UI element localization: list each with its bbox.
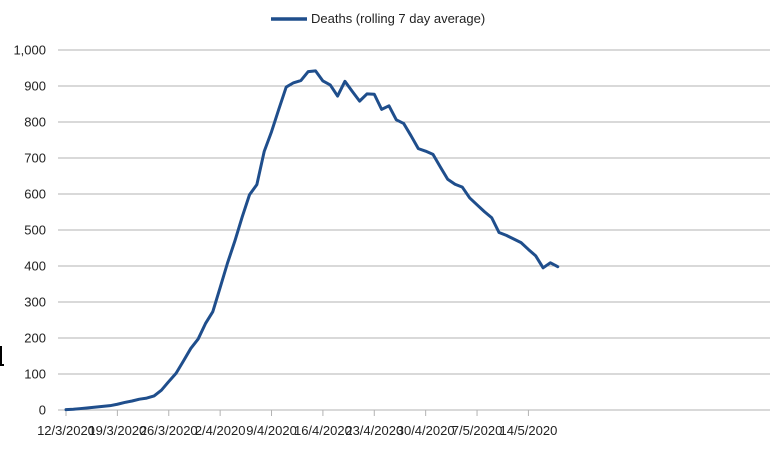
x-tick-label: 26/3/2020 — [140, 423, 198, 438]
x-tick-label: 14/5/2020 — [499, 423, 557, 438]
y-tick-label: 100 — [24, 367, 46, 382]
y-tick-label: 900 — [24, 79, 46, 94]
x-tick-label: 23/4/2020 — [345, 423, 403, 438]
x-tick-label: 16/4/2020 — [294, 423, 352, 438]
legend-label: Deaths (rolling 7 day average) — [311, 11, 485, 26]
y-tick-label: 1,000 — [13, 43, 46, 58]
y-tick-label: 400 — [24, 259, 46, 274]
series-group — [64, 69, 560, 412]
y-tick-label: 800 — [24, 115, 46, 130]
y-tick-label: 200 — [24, 331, 46, 346]
x-tick-label: 9/4/2020 — [246, 423, 297, 438]
text-cursor-icon — [0, 346, 4, 366]
x-tick-label: 7/5/2020 — [452, 423, 503, 438]
series-line-0 — [64, 69, 560, 412]
y-tick-label: 500 — [24, 223, 46, 238]
y-tick-label: 300 — [24, 295, 46, 310]
x-axis — [58, 409, 770, 416]
y-tick-label: 700 — [24, 151, 46, 166]
grid-lines — [58, 49, 770, 375]
x-tick-label: 30/4/2020 — [397, 423, 455, 438]
y-tick-label: 0 — [39, 403, 46, 418]
y-axis-tick-labels: 0 100 200 300 400 500 600 700 800 900 1,000 — [13, 43, 46, 418]
x-tick-label: 19/3/2020 — [88, 423, 146, 438]
x-tick-label: 2/4/2020 — [195, 423, 246, 438]
x-tick-label: 12/3/2020 — [37, 423, 95, 438]
y-tick-label: 600 — [24, 187, 46, 202]
legend: Deaths (rolling 7 day average) — [271, 11, 485, 26]
